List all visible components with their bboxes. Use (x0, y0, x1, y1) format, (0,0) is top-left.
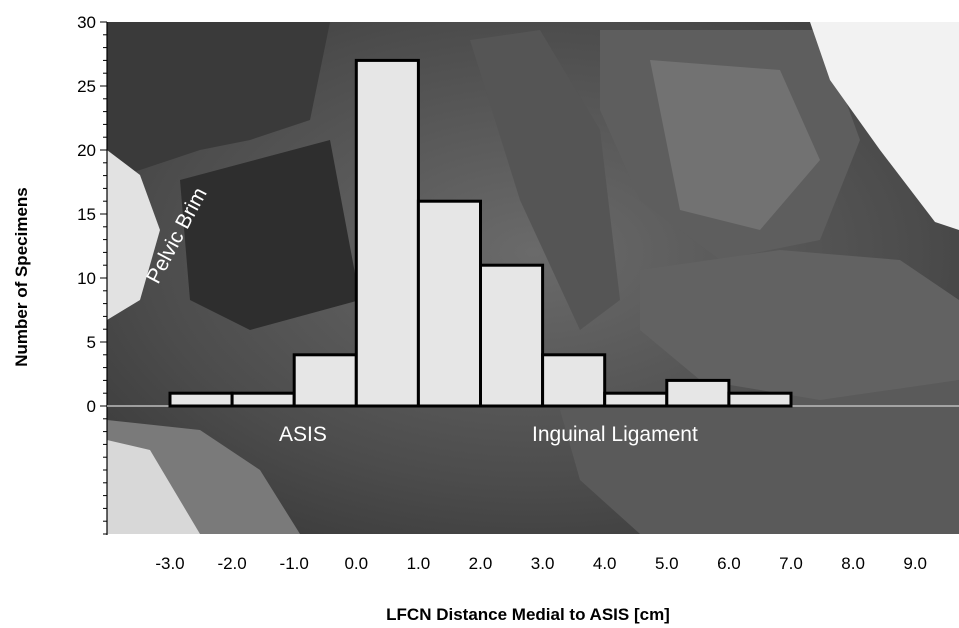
y-tick-label: 30 (77, 13, 96, 32)
histogram-bar (416, 199, 482, 408)
annotation-inguinal-ligament: Inguinal Ligament (532, 423, 698, 446)
histogram-bar (541, 353, 607, 408)
x-tick-label: -2.0 (217, 554, 246, 573)
histogram-bar (727, 391, 793, 408)
x-tick-label: 1.0 (407, 554, 431, 573)
y-tick-label: 5 (87, 333, 96, 352)
x-tick-label: 6.0 (717, 554, 741, 573)
annotation-asis: ASIS (279, 423, 327, 446)
y-tick-label: 0 (87, 397, 96, 416)
x-axis-tick-labels: -3.0 -2.0 -1.0 0.0 1.0 2.0 3.0 4.0 5.0 6.0 7.0 8.0 9… (155, 554, 927, 573)
x-tick-label: 3.0 (531, 554, 555, 573)
x-tick-label: 8.0 (841, 554, 865, 573)
y-tick-label: 15 (77, 205, 96, 224)
histogram-bar (479, 263, 545, 408)
histogram-bar (665, 378, 731, 408)
x-tick-label: 4.0 (593, 554, 617, 573)
background-photo (107, 22, 959, 534)
x-tick-label: 7.0 (779, 554, 803, 573)
histogram-bar (230, 391, 296, 408)
y-tick-label: 10 (77, 269, 96, 288)
x-tick-label: 9.0 (903, 554, 927, 573)
y-tick-label: 20 (77, 141, 96, 160)
x-axis-title: LFCN Distance Medial to ASIS [cm] (386, 605, 670, 624)
x-tick-label: -3.0 (155, 554, 184, 573)
histogram-bar (603, 391, 669, 408)
x-tick-label: 5.0 (655, 554, 679, 573)
x-tick-label: 2.0 (469, 554, 493, 573)
histogram-bar (354, 58, 420, 408)
histogram-bar (292, 353, 358, 408)
histogram-bar (168, 391, 234, 408)
y-axis-title: Number of Specimens (12, 187, 31, 367)
x-tick-label: 0.0 (344, 554, 368, 573)
y-axis: 0 5 10 15 20 25 30 (77, 13, 108, 535)
histogram-bars (168, 58, 793, 408)
x-tick-label: -1.0 (280, 554, 309, 573)
y-tick-label: 25 (77, 77, 96, 96)
